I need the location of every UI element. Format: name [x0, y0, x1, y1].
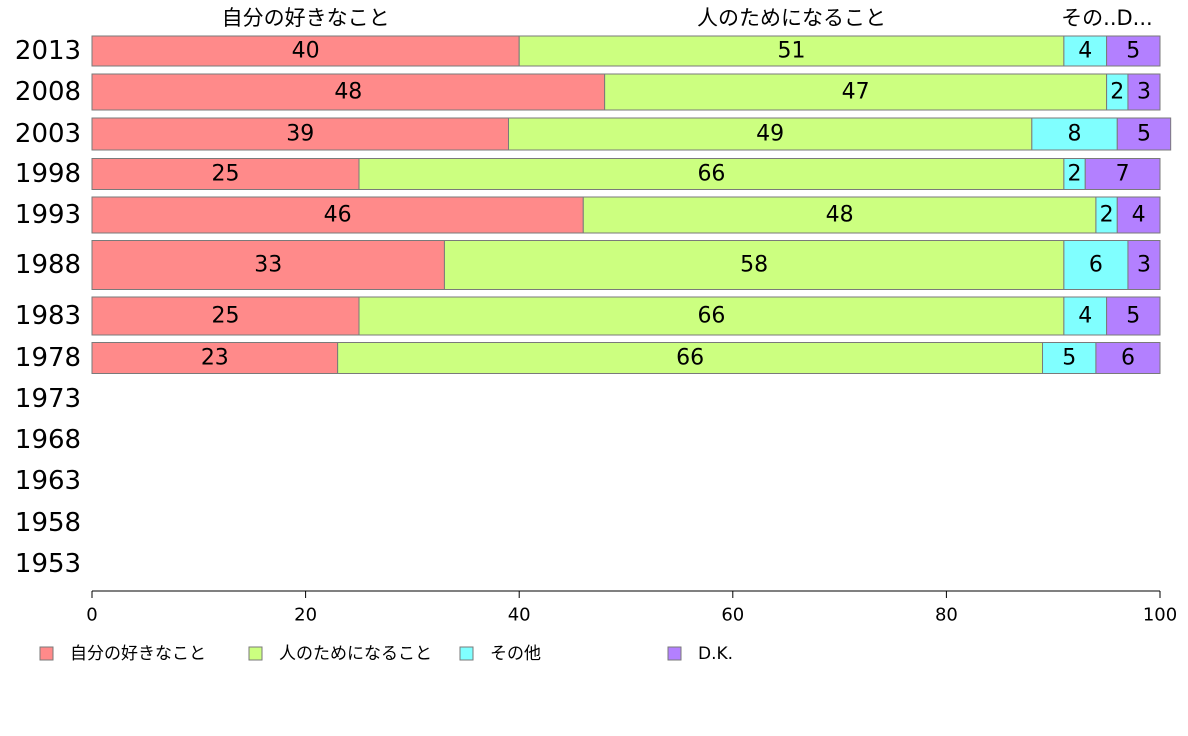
year-label: 1958 [15, 508, 81, 538]
data-label: 2 [1068, 162, 1082, 187]
bar-segment [1063, 35, 1108, 67]
bar-segment [1116, 196, 1161, 234]
data-label: 66 [697, 304, 725, 329]
bar-segment [518, 35, 1065, 67]
legend-item: D.K. [667, 644, 733, 664]
bar-segment [358, 158, 1065, 190]
data-label: 5 [1126, 304, 1140, 329]
bar-segment [91, 35, 520, 67]
bar-segment [1063, 296, 1108, 336]
legend: 自分の好きなこと 人のためになること その他 D.K. [39, 644, 733, 664]
series-header: 自分の好きなこと [222, 6, 390, 30]
data-label: 25 [212, 304, 240, 329]
legend-item: その他 [459, 644, 541, 664]
x-tick-label: 0 [86, 605, 97, 626]
year-label: 1998 [15, 159, 81, 189]
data-label: 5 [1062, 346, 1076, 371]
data-label: 4 [1078, 39, 1092, 64]
bars: 40 51 4 548 47 2 339 49 8 525 66 2 746 48 2 433 58 6 325 66… [91, 35, 1172, 374]
data-label: 49 [756, 122, 784, 147]
data-label: 4 [1132, 203, 1146, 228]
bar-segment [1031, 117, 1118, 151]
data-label: 48 [826, 203, 854, 228]
legend-swatch [667, 646, 682, 661]
x-tick-label: 40 [508, 605, 531, 626]
year-labels: 2013 2008 2003 1998 1993 1988 1983 1978 1973 1968… [15, 36, 81, 579]
year-label: 2008 [15, 77, 81, 107]
bar-segment [1127, 73, 1161, 111]
legend-label: 人のためになること [279, 644, 432, 664]
x-tick-label: 80 [935, 605, 958, 626]
data-label: 66 [697, 162, 725, 187]
data-label: 2 [1110, 80, 1124, 105]
x-tick-label: 60 [721, 605, 744, 626]
data-label: 6 [1121, 346, 1135, 371]
data-label: 40 [292, 39, 320, 64]
x-tick-label: 100 [1143, 605, 1177, 626]
bar-segment [1106, 35, 1161, 67]
year-label: 1993 [15, 200, 81, 230]
data-label: 58 [740, 253, 768, 278]
year-label: 1978 [15, 343, 81, 373]
data-label: 33 [254, 253, 282, 278]
series-header: その..D... [1061, 6, 1153, 30]
x-axis: 0 20 40 60 80 100 [86, 590, 1177, 626]
year-label: 1983 [15, 301, 81, 331]
year-label: 1968 [15, 425, 81, 455]
data-label: 5 [1126, 39, 1140, 64]
bar-segment [443, 240, 1065, 290]
bar-segment [1042, 342, 1097, 374]
series-headers: 自分の好きなこと 人のためになること その..D... [222, 6, 1153, 30]
data-label: 3 [1137, 80, 1151, 105]
data-label: 2 [1100, 203, 1114, 228]
bar-segment [91, 158, 360, 190]
bar-segment [1084, 158, 1161, 190]
year-label: 1973 [15, 384, 81, 414]
data-label: 51 [778, 39, 806, 64]
data-label: 48 [334, 80, 362, 105]
legend-swatch [459, 646, 474, 661]
bar-segment [508, 117, 1033, 151]
legend-item: 自分の好きなこと [39, 644, 206, 664]
bar-segment [1106, 296, 1161, 336]
bar-segment [91, 342, 339, 374]
data-label: 46 [324, 203, 352, 228]
bar-segment [604, 73, 1108, 111]
year-label: 1963 [15, 466, 81, 496]
year-label: 1953 [15, 549, 81, 579]
data-label: 3 [1137, 253, 1151, 278]
data-label: 47 [842, 80, 870, 105]
legend-swatch [248, 646, 263, 661]
bar-segment [91, 240, 445, 290]
bar-segment [337, 342, 1044, 374]
data-label: 6 [1089, 253, 1103, 278]
data-label: 25 [212, 162, 240, 187]
bar-segment [91, 117, 510, 151]
year-label: 2003 [15, 119, 81, 149]
bar-segment [1116, 117, 1172, 151]
legend-item: 人のためになること [248, 644, 432, 664]
bar-segment [91, 73, 606, 111]
legend-label: D.K. [698, 644, 733, 664]
bar-segment [358, 296, 1065, 336]
data-label: 7 [1116, 162, 1130, 187]
data-label: 66 [676, 346, 704, 371]
data-label: 8 [1068, 122, 1082, 147]
year-label: 2013 [15, 36, 81, 66]
data-label: 39 [286, 122, 314, 147]
legend-swatch [39, 646, 54, 661]
year-label: 1988 [15, 250, 81, 280]
legend-label: 自分の好きなこと [70, 644, 206, 664]
data-label: 4 [1078, 304, 1092, 329]
bar-segment [1095, 342, 1161, 374]
legend-label: その他 [490, 644, 541, 664]
x-tick-label: 20 [294, 605, 317, 626]
data-label: 5 [1137, 122, 1151, 147]
data-label: 23 [201, 346, 229, 371]
bar-segment [91, 296, 360, 336]
bar-segment [1127, 240, 1161, 290]
series-header: 人のためになること [697, 6, 886, 30]
